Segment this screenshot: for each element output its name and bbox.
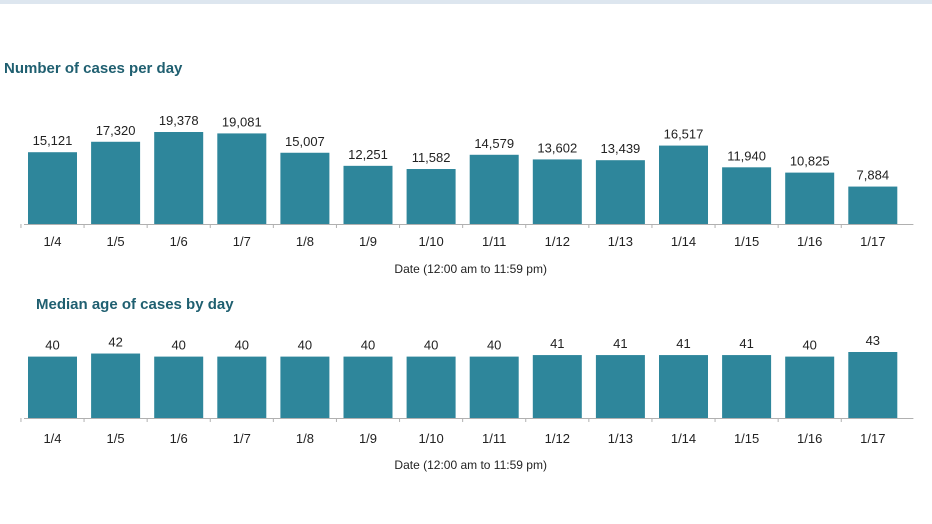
cases-bar-10	[659, 145, 708, 224]
cases-tick-label-1: 1/5	[107, 234, 125, 249]
age-value-label-4: 40	[298, 338, 312, 353]
age-tick-label-10: 1/14	[671, 431, 696, 446]
cases-value-label-5: 12,251	[348, 147, 388, 162]
age-bar-8	[532, 355, 582, 418]
age-tick-label-4: 1/8	[296, 431, 314, 446]
age-value-label-12: 40	[802, 338, 816, 353]
age-bar-4	[280, 356, 330, 418]
age-tick-label-1: 1/5	[107, 431, 125, 446]
age-x-axis-title: Date (12:00 am to 11:59 pm)	[394, 458, 547, 472]
cases-tick-label-9: 1/13	[608, 234, 633, 249]
cases-bar-7	[469, 154, 519, 224]
cases-tick-label-2: 1/6	[170, 234, 188, 249]
age-value-label-2: 40	[171, 338, 185, 353]
age-tick-label-6: 1/10	[418, 431, 443, 446]
age-tick-label-11: 1/15	[734, 431, 759, 446]
age-bar-7	[469, 356, 519, 418]
cases-per-day-chart: 15,121 1/4 17,320 1/5 19,378 1/6 19,081 1/7 15,0…	[20, 113, 914, 276]
age-bar-1	[91, 353, 141, 418]
cases-bar-11	[722, 167, 772, 224]
age-tick-label-13: 1/17	[860, 431, 885, 446]
top-border	[0, 0, 932, 4]
cases-bar-0	[28, 152, 77, 224]
cases-value-label-6: 11,582	[412, 150, 451, 165]
cases-value-label-8: 13,602	[537, 140, 577, 155]
cases-value-label-11: 11,940	[727, 148, 766, 163]
cases-tick-label-5: 1/9	[359, 234, 377, 249]
age-bar-3	[217, 356, 267, 418]
age-bar-13	[848, 352, 898, 418]
age-value-label-8: 41	[550, 336, 564, 351]
cases-tick-label-13: 1/17	[860, 234, 885, 249]
cases-x-axis-title: Date (12:00 am to 11:59 pm)	[394, 262, 547, 276]
cases-bar-3	[217, 133, 267, 224]
age-tick-label-12: 1/16	[797, 431, 822, 446]
cases-tick-label-10: 1/14	[671, 234, 696, 249]
cases-tick-label-7: 1/11	[482, 234, 506, 249]
age-tick-label-9: 1/13	[608, 431, 633, 446]
age-tick-label-3: 1/7	[233, 431, 251, 446]
cases-bar-13	[848, 186, 898, 224]
age-bar-10	[659, 355, 708, 418]
cases-value-label-4: 15,007	[285, 134, 325, 149]
age-tick-label-0: 1/4	[43, 431, 61, 446]
age-value-label-5: 40	[361, 338, 375, 353]
age-value-label-7: 40	[487, 338, 501, 353]
age-tick-label-5: 1/9	[359, 431, 377, 446]
age-value-label-3: 40	[235, 338, 249, 353]
age-bar-9	[595, 355, 645, 418]
cases-bar-1	[91, 141, 141, 224]
age-bar-0	[28, 356, 77, 418]
cases-bar-6	[406, 169, 456, 224]
cases-value-label-10: 16,517	[664, 127, 704, 142]
age-value-label-6: 40	[424, 338, 438, 353]
age-value-label-10: 41	[676, 336, 690, 351]
cases-bar-8	[532, 159, 582, 224]
age-value-label-9: 41	[613, 336, 627, 351]
cases-tick-label-8: 1/12	[545, 234, 570, 249]
age-value-label-0: 40	[45, 338, 59, 353]
cases-value-label-12: 10,825	[790, 154, 830, 169]
age-tick-label-8: 1/12	[545, 431, 570, 446]
chart2-title: Median age of cases by day	[36, 296, 234, 313]
cases-tick-label-11: 1/15	[734, 234, 759, 249]
age-bar-6	[406, 356, 456, 418]
cases-tick-label-4: 1/8	[296, 234, 314, 249]
cases-bar-12	[785, 172, 835, 224]
cases-value-label-9: 13,439	[601, 141, 641, 156]
cases-tick-label-3: 1/7	[233, 234, 251, 249]
age-tick-label-7: 1/11	[482, 431, 506, 446]
age-bar-5	[343, 356, 393, 418]
cases-tick-label-12: 1/16	[797, 234, 822, 249]
cases-tick-label-6: 1/10	[418, 234, 443, 249]
cases-bar-4	[280, 152, 330, 224]
cases-bar-5	[343, 165, 393, 224]
age-value-label-11: 41	[739, 336, 753, 351]
cases-value-label-0: 15,121	[33, 133, 73, 148]
cases-value-label-1: 17,320	[96, 123, 136, 138]
age-bar-2	[154, 356, 204, 418]
age-value-label-13: 43	[866, 333, 880, 348]
age-bar-11	[722, 355, 772, 418]
age-value-label-1: 42	[108, 335, 122, 350]
cases-tick-label-0: 1/4	[43, 234, 61, 249]
cases-value-label-2: 19,378	[159, 113, 199, 128]
age-bar-12	[785, 356, 835, 418]
cases-value-label-13: 7,884	[857, 168, 890, 183]
cases-value-label-3: 19,081	[222, 114, 262, 129]
chart1-title: Number of cases per day	[4, 60, 183, 77]
age-tick-label-2: 1/6	[170, 431, 188, 446]
cases-value-label-7: 14,579	[474, 136, 514, 151]
cases-bar-2	[154, 132, 204, 224]
cases-bar-9	[595, 160, 645, 224]
